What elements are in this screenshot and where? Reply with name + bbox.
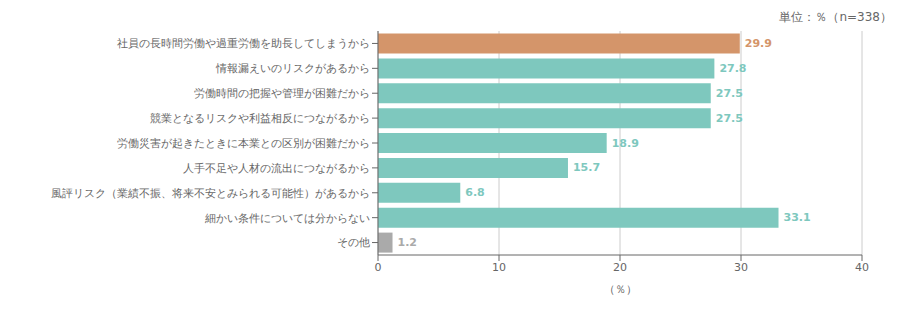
svg-text:情報漏えいのリスクがあるから: 情報漏えいのリスクがあるから xyxy=(215,62,370,75)
svg-text:10: 10 xyxy=(492,261,506,274)
svg-text:労働災害が起きたときに本業との区別が困難だから: 労働災害が起きたときに本業との区別が困難だから xyxy=(117,137,370,150)
svg-text:社員の長時間労働や過重労働を助長してしまうから: 社員の長時間労働や過重労働を助長してしまうから xyxy=(117,37,370,50)
svg-text:33.1: 33.1 xyxy=(784,211,811,224)
svg-text:風評リスク（業績不振、将来不安とみられる可能性）があるから: 風評リスク（業績不振、将来不安とみられる可能性）があるから xyxy=(51,187,370,200)
svg-text:27.5: 27.5 xyxy=(716,112,743,125)
svg-text:細かい条件については分からない: 細かい条件については分からない xyxy=(204,212,370,225)
svg-text:30: 30 xyxy=(734,261,748,274)
svg-text:29.9: 29.9 xyxy=(745,37,772,50)
svg-text:6.8: 6.8 xyxy=(465,186,485,199)
svg-text:人手不足や人材の流出につながるから: 人手不足や人材の流出につながるから xyxy=(183,162,370,175)
svg-text:0: 0 xyxy=(375,261,382,274)
svg-text:27.5: 27.5 xyxy=(716,87,743,100)
svg-text:（％）: （％） xyxy=(604,283,637,296)
svg-text:18.9: 18.9 xyxy=(612,137,639,150)
svg-text:27.8: 27.8 xyxy=(719,62,746,75)
svg-text:その他: その他 xyxy=(337,236,370,249)
svg-text:20: 20 xyxy=(613,261,627,274)
svg-text:労働時間の把握や管理が困難だから: 労働時間の把握や管理が困難だから xyxy=(194,87,370,100)
html-text:単位：％（n=338）: 単位：％（n=338） xyxy=(779,10,892,24)
svg-text:15.7: 15.7 xyxy=(573,161,600,174)
svg-text:1.2: 1.2 xyxy=(398,236,418,249)
svg-text:40: 40 xyxy=(855,261,869,274)
svg-text:競業となるリスクや利益相反につながるから: 競業となるリスクや利益相反につながるから xyxy=(150,112,370,125)
